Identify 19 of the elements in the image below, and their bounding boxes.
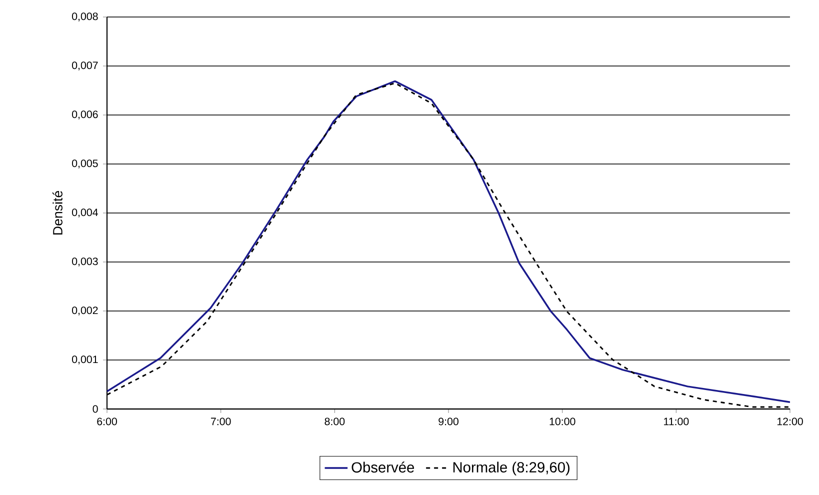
x-tick-label: 9:00 — [438, 418, 458, 426]
x-tick-label: 12:00 — [777, 418, 803, 426]
y-tick-label: 0,001 — [72, 356, 98, 364]
y-tick-label: 0,004 — [72, 208, 98, 218]
x-tick-label: 8:00 — [324, 418, 345, 426]
x-tick-label: 7:00 — [211, 418, 231, 426]
legend-label: Observée — [352, 462, 414, 473]
y-tick-label: 0 — [92, 405, 98, 413]
legend-label: Normale (8:29,60) — [453, 462, 570, 476]
x-tick-label: 10:00 — [550, 418, 576, 426]
y-tick-label: 0,006 — [72, 110, 98, 120]
y-tick-label: 0,007 — [72, 62, 98, 70]
y-tick-label: 0,005 — [72, 160, 98, 168]
y-axis-title: Densité — [52, 190, 62, 235]
x-tick-label: 11:00 — [664, 418, 689, 426]
y-tick-label: 0,003 — [72, 258, 98, 266]
x-tick-label: 6:00 — [97, 418, 117, 426]
y-tick-label: 0,008 — [72, 12, 98, 22]
y-tick-label: 0,002 — [72, 306, 98, 316]
